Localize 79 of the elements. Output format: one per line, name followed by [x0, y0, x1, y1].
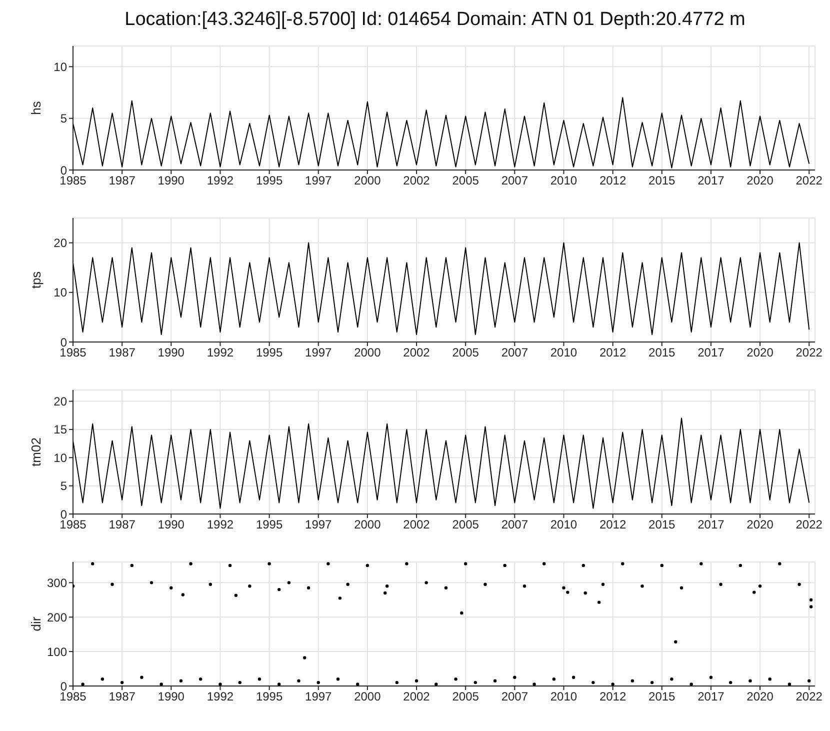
x-tick-label: 1987	[108, 518, 136, 532]
x-tick-label: 2012	[599, 174, 626, 188]
y-tick-label: 20	[54, 394, 68, 409]
y-tick-label: 5	[60, 479, 68, 494]
x-tick-label: 1990	[158, 346, 185, 360]
y-axis-title: tps	[28, 270, 44, 289]
y-tick-label: 10	[54, 450, 68, 465]
x-tick-label: 2005	[452, 174, 480, 188]
x-tick-label: 2020	[746, 518, 774, 532]
x-tick-label: 2002	[403, 174, 430, 188]
y-tick-label: 15	[54, 422, 68, 437]
y-axis-title: dir	[28, 616, 44, 632]
x-tick-label: 1995	[256, 174, 283, 188]
x-tick-label: 2010	[550, 518, 578, 532]
x-tick-label: 2010	[550, 690, 578, 704]
x-tick-label: 2007	[501, 346, 528, 360]
x-tick-label: 2022	[796, 690, 823, 704]
x-tick-label: 2002	[403, 690, 430, 704]
x-tick-label: 2002	[403, 518, 430, 532]
x-tick-label: 2022	[796, 174, 823, 188]
x-tick-label: 2010	[550, 346, 578, 360]
x-tick-label: 1990	[158, 518, 185, 532]
x-tick-label: 2005	[452, 690, 480, 704]
y-tick-label: 5	[60, 112, 68, 126]
x-tick-label: 2017	[698, 518, 725, 532]
x-tick-label: 2007	[501, 690, 528, 704]
x-tick-label: 2020	[746, 690, 774, 704]
x-tick-label: 1992	[206, 518, 234, 532]
x-tick-label: 2002	[403, 346, 430, 360]
y-tick-label: 10	[54, 60, 68, 74]
line-series	[73, 97, 810, 168]
x-tick-label: 1995	[256, 690, 283, 704]
x-tick-label: 1997	[305, 346, 332, 360]
x-tick-label: 1997	[305, 518, 332, 532]
x-tick-label: 2007	[501, 518, 528, 532]
y-axis-title: tm02	[28, 438, 44, 466]
x-tick-label: 2012	[599, 518, 626, 532]
x-tick-label: 2020	[746, 346, 774, 360]
x-tick-label: 2015	[648, 518, 676, 532]
x-tick-label: 1987	[108, 174, 136, 188]
y-tick-label: 10	[54, 286, 68, 300]
x-tick-label: 2022	[796, 346, 823, 360]
x-tick-label: 1987	[108, 346, 136, 360]
x-tick-label: 2012	[599, 690, 626, 704]
x-tick-label: 2015	[648, 690, 676, 704]
x-tick-label: 2017	[698, 174, 725, 188]
x-tick-label: 2000	[354, 690, 382, 704]
x-tick-label: 2015	[648, 174, 676, 188]
x-tick-label: 2005	[452, 518, 480, 532]
y-tick-label: 100	[46, 644, 68, 659]
y-tick-label: 200	[46, 610, 68, 624]
x-tick-label: 2022	[796, 518, 823, 532]
x-tick-label: 2010	[550, 174, 578, 188]
line-series	[73, 418, 810, 509]
x-tick-label: 2007	[501, 174, 528, 188]
x-tick-label: 2000	[354, 346, 382, 360]
chart-title: Location:[43.3246][-8.5700] Id: 014654 Domain: ATN 01 Depth:20.4772 m	[124, 9, 746, 31]
y-axis-title: hs	[28, 100, 44, 115]
x-tick-label: 2012	[599, 346, 626, 360]
x-tick-label: 1987	[108, 690, 136, 704]
x-tick-label: 1990	[158, 174, 185, 188]
x-tick-label: 2000	[354, 518, 382, 532]
x-tick-label: 2000	[354, 174, 382, 188]
x-tick-label: 1992	[206, 346, 234, 360]
x-tick-label: 2017	[698, 690, 725, 704]
x-tick-label: 1997	[305, 174, 332, 188]
x-tick-label: 2017	[698, 346, 725, 360]
x-tick-label: 1995	[256, 346, 283, 360]
y-tick-label: 20	[54, 236, 68, 250]
x-tick-label: 1992	[206, 690, 234, 704]
x-tick-label: 1997	[305, 690, 332, 704]
x-tick-label: 1990	[158, 690, 185, 704]
y-tick-label: 300	[46, 576, 68, 590]
x-tick-label: 1995	[256, 518, 283, 532]
x-tick-label: 2005	[452, 346, 480, 360]
x-tick-label: 2020	[746, 174, 774, 188]
line-series	[73, 242, 810, 336]
x-tick-label: 1992	[206, 174, 234, 188]
x-tick-label: 2015	[648, 346, 676, 360]
